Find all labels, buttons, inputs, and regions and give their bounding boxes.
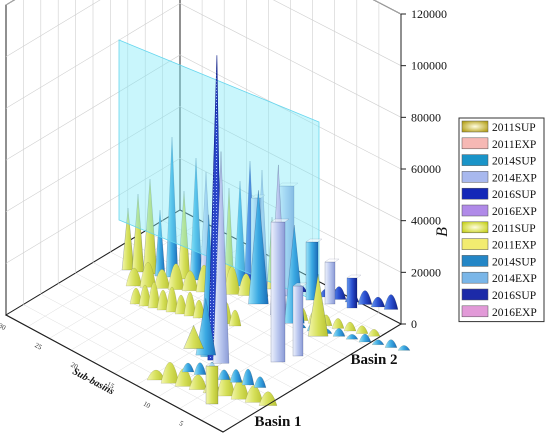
surface-ridge bbox=[397, 345, 411, 351]
surface-peak bbox=[248, 190, 269, 305]
bar-top bbox=[292, 282, 308, 287]
bar-column bbox=[205, 365, 219, 405]
surface-ridge bbox=[181, 362, 195, 373]
y-tick-label: 15 bbox=[106, 380, 116, 391]
legend-label: 2011SUP bbox=[492, 122, 536, 134]
bar-top bbox=[305, 238, 323, 243]
legend-swatch bbox=[461, 255, 489, 267]
bar-top bbox=[324, 258, 340, 263]
bar-top bbox=[346, 274, 362, 279]
bar-column bbox=[346, 277, 358, 309]
surface-ridge bbox=[371, 339, 385, 345]
bar-top bbox=[277, 182, 299, 187]
surface-peak bbox=[183, 324, 204, 349]
y-tick-label: 20 bbox=[69, 361, 79, 372]
z-tick-label: 80000 bbox=[411, 110, 441, 124]
legend-label: 2014SUP bbox=[492, 156, 536, 168]
bar-top bbox=[270, 218, 290, 223]
surface-peak bbox=[189, 157, 203, 281]
y-tick-label: 5 bbox=[178, 419, 185, 428]
z-axis-label: B bbox=[434, 227, 451, 237]
surface-ridge bbox=[228, 309, 242, 327]
axis-line bbox=[5, 314, 224, 433]
surface-ridge bbox=[355, 325, 369, 334]
legend-swatch bbox=[461, 137, 489, 150]
legend-swatch bbox=[461, 204, 489, 217]
bar-column bbox=[324, 261, 336, 305]
z-tick-label: 60000 bbox=[411, 162, 441, 176]
legend-label: 2016SUP bbox=[492, 189, 536, 201]
surface-ridge bbox=[331, 318, 345, 329]
surface-peak bbox=[121, 207, 135, 271]
legend-label: 2011EXP bbox=[492, 139, 536, 151]
surface-ridge bbox=[253, 376, 267, 388]
legend-label: 2016EXP bbox=[492, 206, 537, 218]
bar-column bbox=[270, 221, 286, 363]
gridline bbox=[5, 2, 402, 118]
y-tick-label: 25 bbox=[33, 341, 43, 352]
legend-label: 2016SUP bbox=[492, 290, 536, 302]
y-tick-label: 10 bbox=[142, 400, 152, 411]
surface-peak bbox=[177, 190, 191, 280]
surface-ridge bbox=[383, 294, 399, 310]
legend-swatch bbox=[461, 187, 489, 200]
surface-peak bbox=[212, 151, 230, 364]
legend-label: 2011SUP bbox=[492, 223, 536, 235]
surface-peak bbox=[195, 298, 217, 356]
surface-ridge bbox=[217, 369, 231, 380]
group-label: Basin 1 bbox=[254, 414, 301, 430]
gridline bbox=[5, 0, 402, 66]
surface-ridge bbox=[193, 362, 207, 375]
surface-ridge bbox=[384, 339, 398, 348]
legend-swatch bbox=[461, 305, 489, 318]
surface-ridge bbox=[345, 334, 359, 340]
surface-ridge bbox=[229, 369, 243, 383]
surface-ridge bbox=[332, 328, 346, 337]
gridline bbox=[127, 241, 348, 357]
legend-swatch bbox=[461, 171, 489, 183]
legend-box bbox=[458, 117, 545, 323]
gridline bbox=[5, 54, 402, 170]
legend-swatch bbox=[461, 288, 489, 301]
z-tick-label: 20000 bbox=[411, 265, 441, 279]
legend-label: 2014EXP bbox=[492, 273, 537, 285]
legend-label: 2011EXP bbox=[492, 240, 536, 252]
y-tick-label: 30 bbox=[0, 322, 7, 333]
z-tick-label: 100000 bbox=[411, 59, 447, 73]
legend-label: 2014EXP bbox=[492, 172, 537, 184]
surface-ridge bbox=[241, 368, 255, 386]
z-tick-label: 0 bbox=[411, 317, 417, 331]
legend-swatch bbox=[461, 154, 489, 166]
legend-swatch bbox=[461, 238, 489, 250]
bar-column bbox=[292, 285, 304, 357]
z-tick-label: 40000 bbox=[411, 214, 441, 228]
gridline bbox=[5, 157, 402, 273]
legend-swatch bbox=[461, 120, 489, 133]
z-tick-label: 120000 bbox=[411, 7, 447, 21]
legend-label: 2016EXP bbox=[492, 307, 537, 319]
legend-swatch bbox=[461, 271, 489, 284]
legend-label: 2014SUP bbox=[492, 256, 536, 268]
group-label: Basin 2 bbox=[350, 352, 397, 368]
surface-peak bbox=[307, 274, 329, 337]
axis-line bbox=[222, 323, 402, 433]
gridline bbox=[5, 106, 402, 221]
legend-swatch bbox=[461, 221, 489, 234]
surface-ridge bbox=[343, 321, 357, 332]
surface-peak bbox=[131, 193, 145, 273]
